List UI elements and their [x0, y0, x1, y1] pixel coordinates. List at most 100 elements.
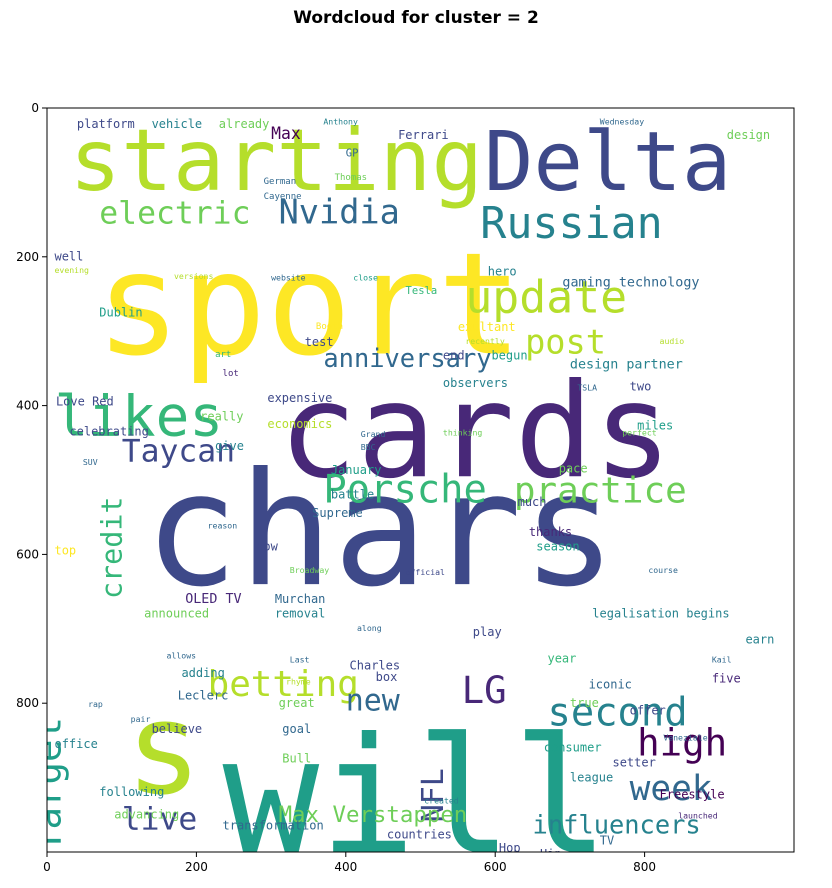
word-leclerc: Leclerc	[178, 688, 229, 702]
word-true: true	[570, 696, 599, 710]
x-axis: 0 200 400 600 800	[43, 852, 656, 874]
word-top: top	[54, 543, 76, 557]
word-play: play	[473, 625, 502, 639]
word-exultant: exultant	[458, 320, 516, 334]
word-reason: reason	[208, 520, 238, 530]
x-tick-label: 800	[633, 860, 656, 874]
word-believe: believe	[152, 722, 203, 736]
word-gaming-technology: gaming technology	[562, 276, 699, 291]
word-nfl: NFL	[416, 768, 451, 822]
word-art: art	[215, 350, 231, 360]
word-delta: Delta	[484, 115, 731, 210]
word-oled-tv: OLED TV	[185, 592, 241, 607]
word-german: German	[264, 177, 297, 187]
word-hero: hero	[488, 264, 517, 278]
word-announced: announced	[144, 607, 209, 621]
word-rhyme: rhyme	[286, 677, 311, 687]
word-created: created	[424, 796, 459, 806]
word-sport: sport	[96, 223, 523, 388]
word-adding: adding	[181, 666, 224, 680]
word-taycan: Taycan	[122, 433, 235, 469]
word-chars: chars	[144, 439, 616, 622]
word-versions: versions	[174, 271, 214, 281]
y-tick-label: 400	[16, 399, 39, 413]
plot-background	[47, 108, 794, 852]
word-allows: allows	[167, 651, 197, 661]
word-goal: goal	[282, 722, 311, 736]
word-countries: countries	[387, 828, 452, 842]
word-begun: begun	[491, 348, 527, 362]
word-close: close	[353, 273, 378, 283]
word-cards: cards	[279, 355, 672, 507]
y-axis: 0 200 400 600 800	[16, 101, 47, 710]
word-launched: launched	[678, 811, 718, 821]
word-charles: Charles	[350, 659, 401, 673]
word-offer: offer	[630, 703, 666, 717]
word-suv: SUV	[83, 457, 98, 467]
word-perfect: perfect	[622, 427, 657, 437]
word-lg: LG	[462, 668, 507, 712]
word-max-verstappen: Max Verstappen	[279, 802, 468, 828]
word-hop: Hop	[499, 841, 521, 855]
word-box: box	[376, 670, 398, 684]
word-observers: observers	[443, 376, 508, 390]
word-pace: pace	[559, 462, 588, 476]
x-tick-label: 400	[334, 860, 357, 874]
word-office: office	[54, 737, 97, 751]
word-influencers: influencers	[533, 809, 701, 839]
word-design: design	[727, 128, 770, 142]
chart-title: Wordcloud for cluster = 2	[293, 8, 539, 28]
word-pair: pair	[131, 714, 151, 724]
word-credit: credit	[96, 496, 129, 599]
word-murchan: Murchan	[275, 592, 326, 606]
word-grand: Grand	[361, 429, 386, 439]
word-bbc: BBC	[361, 442, 376, 452]
word-max: Max	[271, 124, 301, 143]
word-broadway: Broadway	[290, 565, 330, 575]
word-thanks: thanks	[529, 525, 572, 539]
word-much: much	[518, 495, 547, 509]
word-january: January	[331, 463, 382, 477]
word-tesla: Tesla	[406, 285, 438, 297]
word-post: post	[525, 323, 606, 362]
word-likes: likes	[54, 384, 223, 449]
word-consumer: consumer	[544, 741, 602, 755]
word-ferrari: Ferrari	[398, 128, 449, 142]
word-russian: Russian	[480, 199, 662, 249]
word-platform: platform	[77, 117, 135, 131]
word-will: will	[223, 703, 610, 888]
word-really: really	[200, 409, 243, 423]
y-tick-label: 200	[16, 250, 39, 264]
word-lot: lot	[223, 369, 239, 379]
word-two: two	[630, 380, 652, 394]
word-cayenne: Cayenne	[264, 192, 302, 202]
word-expensive: expensive	[267, 391, 332, 405]
word-vehicle: vehicle	[152, 117, 203, 131]
word-betting: betting	[208, 664, 359, 705]
word-evening: evening	[54, 265, 89, 275]
word-love-red: Love Red	[56, 395, 114, 409]
word-rap: rap	[88, 699, 103, 709]
word-well: well	[54, 250, 83, 264]
word-electric: electric	[99, 195, 250, 231]
word-iconic: iconic	[589, 677, 632, 691]
word-battle: battle	[331, 488, 374, 502]
y-tick-label: 600	[16, 547, 39, 561]
word-test: test	[305, 335, 334, 349]
word-transformation: transformation	[223, 819, 324, 833]
word-porsche: Porsche	[323, 467, 487, 512]
word-freestyle: Freestyle	[660, 787, 725, 801]
word-course: course	[648, 565, 678, 575]
plot-frame	[46, 107, 795, 853]
word-economics: economics	[267, 417, 332, 431]
word-live: live	[122, 802, 198, 838]
word-setter: setter	[612, 755, 655, 769]
word-nvidia: Nvidia	[279, 192, 400, 231]
word-dublin: Dublin	[99, 305, 142, 319]
word-legalisation-begins: legalisation begins	[592, 607, 729, 621]
word-high: high	[637, 720, 727, 764]
word-design-partner: design partner	[570, 357, 683, 372]
word-tsla: TSLA	[577, 383, 597, 393]
word-thinking: thinking	[443, 427, 483, 437]
